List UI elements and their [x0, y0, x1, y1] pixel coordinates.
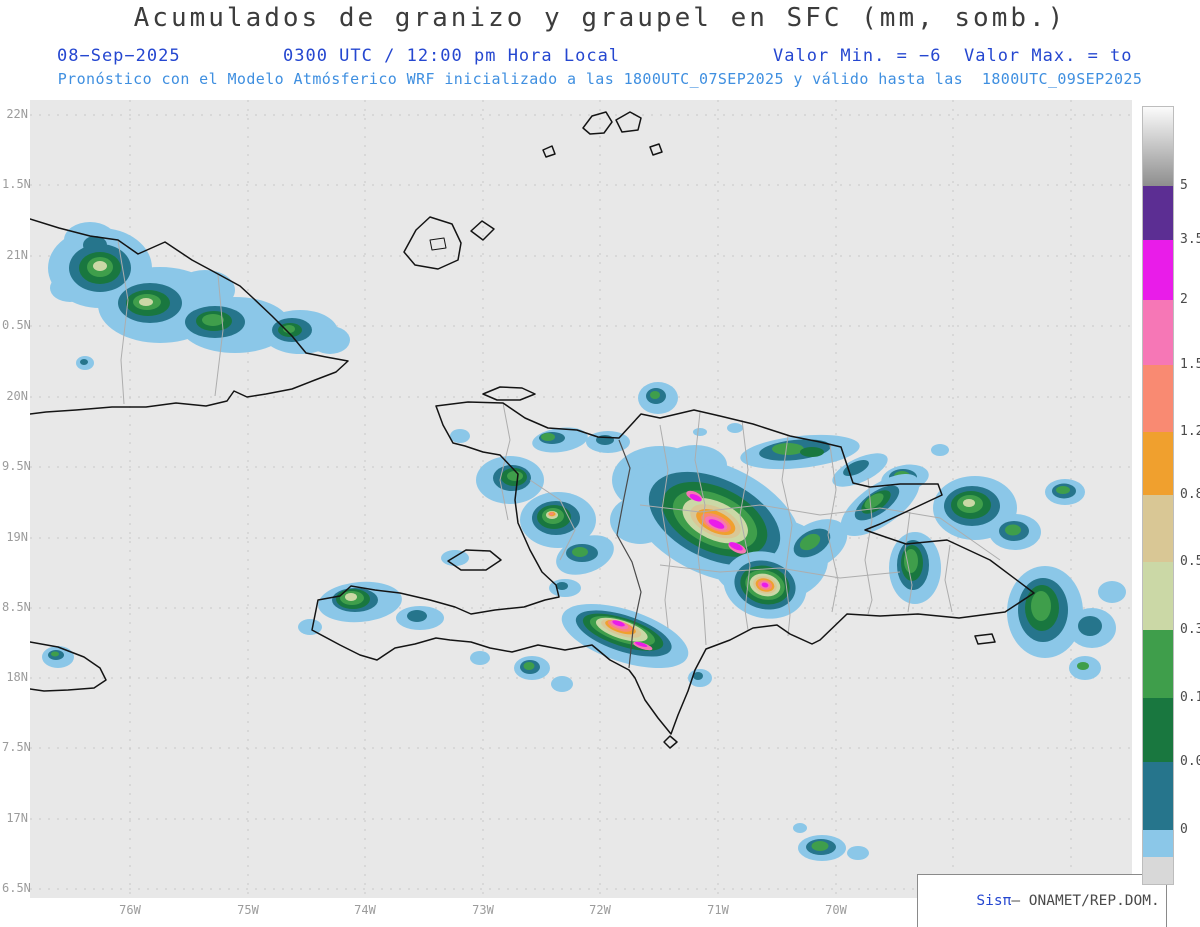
colorbar-tick-label: 0.1 [1180, 690, 1200, 705]
admin-borders [117, 240, 1001, 646]
admin-border-line [214, 274, 224, 397]
inagua-lake [429, 237, 447, 251]
colorbar-tick-label: 2 [1180, 292, 1188, 307]
colorbar-segment-bar_bottom [1143, 857, 1173, 884]
colorbar-tick-label: 1.2 [1180, 424, 1200, 439]
lon-tick-label: 73W [472, 903, 494, 917]
admin-border-line [694, 411, 707, 646]
hail-shading [42, 222, 1126, 861]
colorbar-segment-purple [1143, 186, 1173, 240]
hail-region-eastern-dr [933, 476, 1126, 680]
coastline-beata [663, 735, 678, 749]
lat-tick-label: 7.5N [2, 740, 31, 754]
hail-region-cuba [48, 222, 350, 370]
hail-region-bahoruco [561, 603, 689, 669]
coastline-cay-west [542, 145, 556, 158]
coastline-great-inagua [403, 216, 462, 270]
admin-border-line [781, 435, 793, 637]
haiti-dr-border [616, 439, 642, 669]
hail-region-north-dr [740, 434, 929, 492]
hail-region-ocean-specks [450, 382, 949, 456]
colorbar-tick-label: 0.8 [1180, 487, 1200, 502]
hail-region-haiti [298, 427, 630, 635]
lat-tick-label: 18N [6, 670, 28, 684]
lat-tick-label: 22N [6, 107, 28, 121]
admin-border-line [659, 424, 671, 629]
coastline-cay-east [649, 143, 663, 156]
branding-box: Sisπ– ONAMET/REP.DOM. [917, 874, 1167, 927]
coastline-jamaica [29, 641, 107, 692]
branding-org-text: – ONAMET/REP.DOM. [1011, 893, 1160, 909]
lat-tick-label: 19N [6, 530, 28, 544]
hail-region-caribbean-south [793, 823, 869, 861]
admin-border-line [904, 511, 913, 613]
lat-tick-label: 1.5N [2, 177, 31, 191]
coastline-saona [974, 633, 996, 645]
colorbar-segment-dgreen [1143, 698, 1173, 762]
admin-border-line [529, 479, 576, 561]
lat-tick-label: 20N [6, 389, 28, 403]
admin-border-line [739, 419, 751, 631]
hail-region-jamaica [42, 646, 74, 668]
coastline-gonave [447, 549, 502, 571]
colorbar-segment-pink [1143, 300, 1173, 365]
admin-border-line [659, 564, 901, 579]
lat-tick-label: 21N [6, 248, 28, 262]
lon-tick-label: 75W [237, 903, 259, 917]
lon-tick-label: 74W [354, 903, 376, 917]
coastlines [29, 111, 1035, 749]
map-canvas [29, 100, 1132, 898]
coastline-little-inagua [470, 220, 495, 241]
colorbar-segment-gradient [1143, 107, 1173, 186]
coastline-hispaniola [311, 401, 1035, 735]
forecast-valid-time: 0300 UTC / 12:00 pm Hora Local [283, 46, 621, 66]
sispi-logo: Sisπ [976, 893, 1012, 909]
plot-area: Sisπ– ONAMET/REP.DOM. [29, 100, 1167, 927]
lat-tick-label: 6.5N [2, 881, 31, 895]
value-min-max: Valor Min. = −6 Valor Max. = to [773, 46, 1133, 66]
colorbar-segment-blue [1143, 830, 1173, 857]
colorbar-segment-green [1143, 630, 1173, 698]
forecast-date: 08−Sep−2025 [57, 46, 181, 66]
colorbar-segment-magenta [1143, 240, 1173, 300]
colorbar-tick-label: 1.5 [1180, 357, 1200, 372]
lat-tick-label: 17N [6, 811, 28, 825]
model-init-line: Pronóstico con el Modelo Atmósferico WRF… [57, 70, 1143, 88]
colorbar-segment-orange [1143, 432, 1173, 495]
hail-region-south-coast-specks [470, 651, 712, 692]
lat-tick-label: 0.5N [2, 318, 31, 332]
colorbar: 5 3.5 2 1.5 1.2 0.8 0.5 0.3 0.1 0.05 0 [1142, 106, 1200, 885]
lat-axis: 22N 1.5N 21N 0.5N 20N 9.5N 19N 8.5N 18N 7.5N 17N 6.… [2, 0, 31, 927]
coastline-cuba [29, 218, 349, 415]
page-title: Acumulados de granizo y graupel en SFC (… [133, 3, 1067, 33]
colorbar-segment-sage [1143, 562, 1173, 630]
colorbar-segment-teal [1143, 762, 1173, 830]
coastline-tortue [482, 386, 536, 401]
colorbar-tick-label: 5 [1180, 178, 1188, 193]
lat-tick-label: 9.5N [2, 459, 31, 473]
admin-border-line [639, 504, 1001, 561]
colorbar-scale [1142, 106, 1174, 885]
admin-border-line [827, 444, 839, 613]
colorbar-tick-label: 0.05 [1180, 754, 1200, 769]
colorbar-tick-label: 0.3 [1180, 622, 1200, 637]
colorbar-tick-label: 3.5 [1180, 232, 1200, 247]
colorbar-segment-tan [1143, 495, 1173, 562]
colorbar-tick-label: 0.5 [1180, 554, 1200, 569]
admin-border-line [944, 544, 953, 613]
lon-tick-label: 76W [119, 903, 141, 917]
admin-border-line [864, 477, 873, 615]
lon-tick-label: 70W [825, 903, 847, 917]
lat-tick-label: 8.5N [2, 600, 31, 614]
coastline-caicos-west [582, 111, 613, 135]
lon-tick-label: 71W [707, 903, 729, 917]
coastline-caicos-east [615, 111, 642, 133]
admin-border-line [117, 240, 129, 405]
lon-tick-label: 72W [589, 903, 611, 917]
colorbar-tick-label: 0 [1180, 822, 1188, 837]
colorbar-segment-salmon [1143, 365, 1173, 432]
